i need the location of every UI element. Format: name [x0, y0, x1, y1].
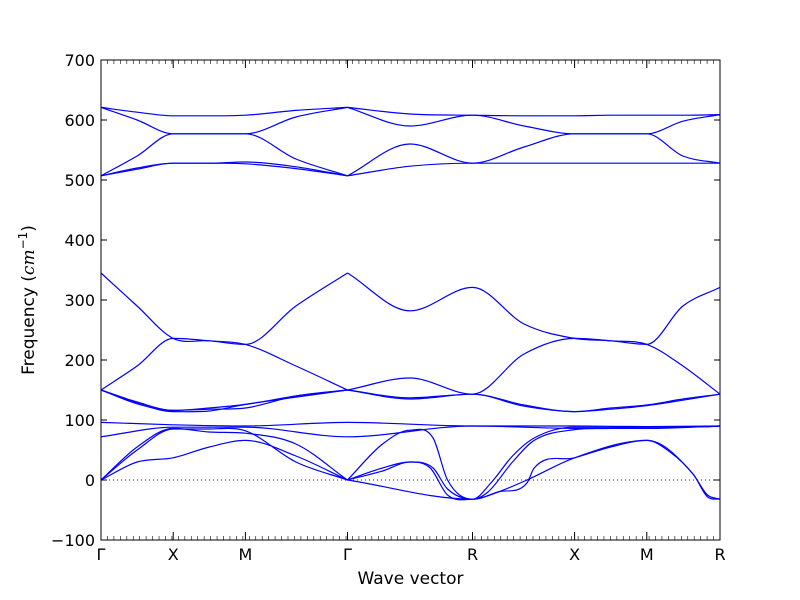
y-axis-ticks: −100 0 100 200 300 400 500 600 700 [51, 51, 720, 550]
x-tick-label: Γ [343, 545, 352, 564]
band-line-3 [100, 133, 348, 177]
x-tick-label: X [168, 545, 179, 564]
band-line-8 [347, 133, 721, 177]
band-line-11 [100, 337, 348, 391]
y-axis-label-unit: cm [19, 249, 39, 275]
band-line-19 [100, 421, 721, 428]
y-tick-label: 200 [64, 351, 95, 370]
band-line-22 [100, 427, 348, 481]
plot-frame [100, 59, 721, 541]
y-axis-label-exponent: −1 [16, 232, 30, 250]
y-axis-label-close: ) [19, 225, 39, 232]
y-tick-label: 300 [64, 291, 95, 310]
band-line-23 [100, 439, 348, 481]
x-tick-label: Γ [97, 545, 106, 564]
band-line-21 [100, 427, 348, 481]
x-tick-label: X [569, 545, 580, 564]
y-tick-label: −100 [51, 531, 95, 550]
x-axis-label: Wave vector [358, 569, 464, 589]
band-line-16 [347, 337, 721, 395]
band-line-5 [100, 162, 348, 177]
minor-ticks [107, 60, 714, 540]
band-line-15 [347, 272, 721, 346]
x-tick-label: M [238, 545, 252, 564]
band-line-20 [100, 425, 721, 438]
x-tick-label: R [714, 545, 725, 564]
y-tick-label: 500 [64, 171, 95, 190]
y-axis-label: Frequency (cm−1) [16, 225, 39, 375]
band-line-14 [100, 389, 348, 412]
band-line-6 [347, 106, 721, 117]
y-tick-label: 700 [64, 51, 95, 70]
y-tick-label: 400 [64, 231, 95, 250]
x-tick-label: R [467, 545, 478, 564]
x-tick-label: M [640, 545, 654, 564]
band-line-27 [347, 439, 721, 500]
band-line-9 [347, 162, 720, 177]
band-line-18 [347, 389, 721, 413]
y-tick-label: 600 [64, 111, 95, 130]
y-axis-label-text: Frequency ( [19, 275, 39, 375]
y-tick-label: 0 [85, 471, 95, 490]
band-line-1 [100, 106, 348, 117]
y-tick-label: 100 [64, 411, 95, 430]
band-lines [100, 106, 721, 501]
